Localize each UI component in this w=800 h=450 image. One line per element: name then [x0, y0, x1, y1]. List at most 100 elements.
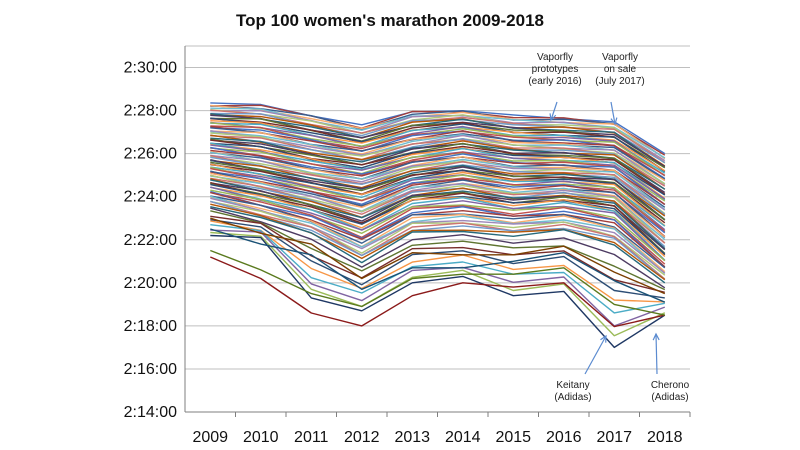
series-line — [210, 196, 666, 273]
series-line — [210, 186, 666, 258]
series-line — [210, 210, 666, 291]
series-line — [210, 206, 666, 284]
annotation-arrowhead — [549, 113, 557, 122]
x-tick-label: 2013 — [394, 429, 430, 446]
series-line — [210, 114, 666, 167]
annotation-text: Vaporfly — [602, 52, 638, 63]
x-tick-label: 2011 — [294, 429, 329, 446]
series-line — [210, 155, 666, 215]
x-tick-label: 2009 — [192, 429, 228, 446]
x-tick-label: 2017 — [596, 429, 632, 446]
series-line — [210, 159, 666, 221]
annotation-text: Cherono — [651, 380, 690, 391]
annotation-text: (Adidas) — [651, 392, 688, 403]
series-line — [210, 215, 665, 293]
x-tick-label: 2016 — [546, 429, 582, 446]
series-layer — [210, 102, 666, 349]
series-line — [210, 130, 666, 185]
series-line — [210, 179, 666, 248]
y-tick-label: 2:28:00 — [124, 103, 177, 120]
series-line — [210, 113, 666, 169]
series-line — [210, 200, 666, 281]
series-line — [210, 228, 666, 303]
series-line — [210, 104, 666, 160]
tick-layer: 2:14:00 2:16:00 2:18:00 2:20:00 2:22:00 2:24:… — [124, 60, 691, 446]
series-line — [210, 181, 666, 256]
series-line — [210, 256, 665, 328]
x-tick-label: 2014 — [445, 429, 481, 446]
series-line — [210, 118, 666, 172]
chart-frame: Top 100 women's marathon 2009-2018 2:14:… — [95, 2, 695, 448]
annotation-arrow — [584, 335, 607, 375]
series-line — [210, 231, 666, 337]
series-line — [210, 159, 666, 221]
series-line — [210, 195, 666, 269]
series-line — [210, 151, 666, 208]
series-line — [210, 130, 666, 186]
series-line — [210, 117, 666, 173]
annotation-arrow — [550, 101, 558, 121]
series-line — [210, 229, 666, 327]
series-line — [210, 219, 665, 299]
series-line — [210, 174, 666, 244]
series-line — [210, 142, 666, 201]
annotation-text: (Adidas) — [554, 392, 591, 403]
series-line — [210, 178, 666, 250]
series-line — [210, 121, 666, 177]
series-line — [210, 139, 666, 193]
annotation: Keitany(Adidas) — [554, 334, 607, 403]
series-line — [210, 143, 666, 200]
series-line — [210, 147, 666, 205]
series-line — [210, 186, 666, 261]
series-line — [210, 190, 666, 268]
series-line — [210, 109, 666, 162]
y-tick-label: 2:20:00 — [124, 275, 177, 292]
x-tick-label: 2018 — [647, 429, 683, 446]
series-line — [210, 249, 665, 316]
annotation-arrow — [610, 101, 616, 125]
annotation-text: on sale — [604, 64, 637, 75]
series-line — [210, 207, 666, 289]
y-tick-label: 2:26:00 — [124, 146, 177, 163]
series-line — [210, 182, 666, 254]
y-tick-label: 2:22:00 — [124, 232, 177, 249]
series-line — [210, 195, 666, 275]
series-line — [210, 105, 666, 159]
annotation-text: Keitany — [556, 380, 589, 391]
x-tick-label: 2010 — [243, 429, 279, 446]
annotation-text: prototypes — [532, 64, 579, 75]
y-tick-label: 2:18:00 — [124, 318, 177, 335]
annotation-arrowhead — [610, 117, 618, 126]
series-line — [210, 154, 666, 216]
series-line — [210, 134, 666, 190]
series-line — [210, 170, 666, 239]
annotation-text: Vaporfly — [537, 52, 573, 63]
annotation: Cherono(Adidas) — [651, 332, 690, 403]
series-line — [210, 217, 666, 295]
annotation-text: (early 2016) — [528, 76, 581, 87]
series-line — [210, 146, 666, 206]
x-tick-label: 2012 — [344, 429, 380, 446]
series-line — [210, 171, 666, 238]
series-line — [210, 234, 666, 349]
series-line — [210, 163, 666, 227]
series-line — [210, 186, 666, 262]
series-line — [210, 166, 666, 233]
series-line — [210, 189, 666, 262]
y-tick-label: 2:16:00 — [124, 361, 177, 378]
annotation-arrowhead — [600, 334, 607, 343]
x-tick-label: 2015 — [495, 429, 531, 446]
series-line — [210, 126, 666, 180]
series-line — [210, 125, 666, 181]
series-line — [210, 203, 666, 281]
series-line — [210, 109, 666, 164]
series-line — [210, 150, 666, 211]
series-line — [210, 200, 666, 280]
series-line — [210, 224, 665, 314]
series-line — [210, 200, 666, 276]
series-line — [210, 191, 666, 265]
annotation-arrowhead — [652, 332, 660, 341]
y-tick-label: 2:14:00 — [124, 404, 177, 421]
